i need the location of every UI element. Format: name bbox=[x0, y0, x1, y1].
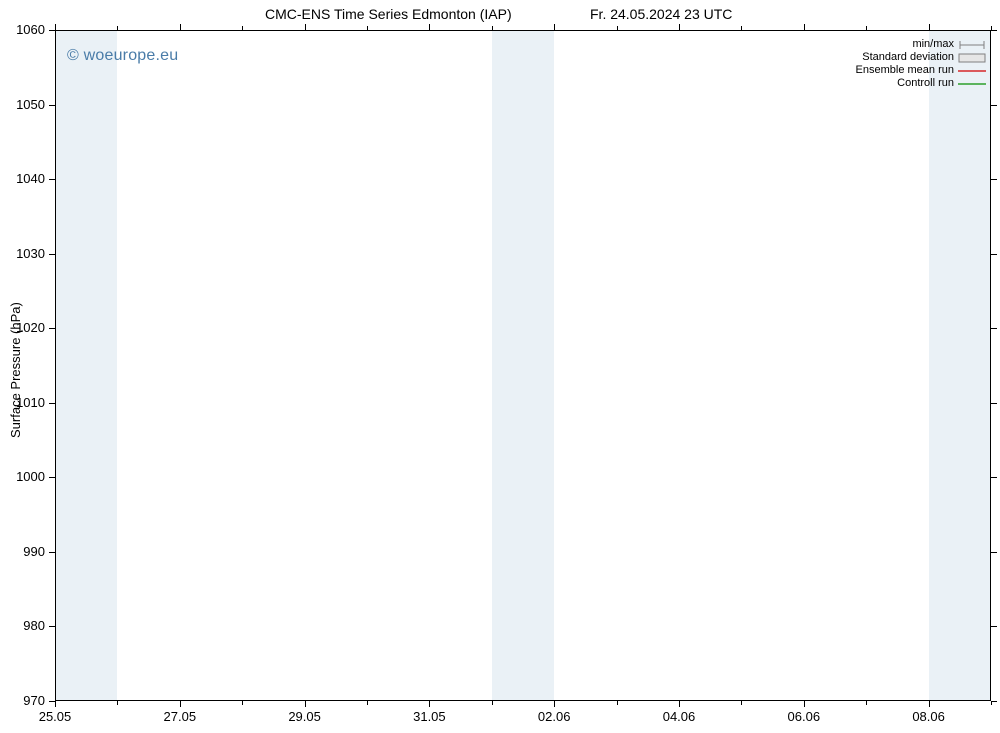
x-minor-tick bbox=[242, 26, 243, 30]
y-tick-label: 1020 bbox=[0, 320, 45, 335]
x-minor-tick bbox=[741, 701, 742, 705]
y-tick bbox=[991, 179, 997, 180]
y-tick bbox=[49, 254, 55, 255]
x-tick bbox=[180, 24, 181, 30]
x-minor-tick bbox=[117, 26, 118, 30]
plot-border-top bbox=[55, 30, 991, 31]
y-tick bbox=[49, 179, 55, 180]
x-tick-label: 25.05 bbox=[25, 709, 85, 724]
x-tick-label: 27.05 bbox=[150, 709, 210, 724]
y-tick bbox=[991, 477, 997, 478]
plot-border-left bbox=[55, 30, 56, 701]
x-minor-tick bbox=[242, 701, 243, 705]
y-tick bbox=[49, 552, 55, 553]
y-tick-label: 1010 bbox=[0, 395, 45, 410]
x-tick bbox=[55, 701, 56, 707]
x-minor-tick bbox=[866, 26, 867, 30]
legend-label: Standard deviation bbox=[862, 51, 954, 64]
shaded-band bbox=[929, 30, 991, 701]
x-tick bbox=[55, 24, 56, 30]
x-tick bbox=[180, 701, 181, 707]
y-tick-label: 990 bbox=[0, 544, 45, 559]
x-minor-tick bbox=[367, 26, 368, 30]
x-tick-label: 02.06 bbox=[524, 709, 584, 724]
legend-swatch bbox=[958, 53, 986, 63]
x-tick bbox=[929, 24, 930, 30]
shaded-band bbox=[55, 30, 117, 701]
y-tick bbox=[49, 403, 55, 404]
x-minor-tick bbox=[117, 701, 118, 705]
x-minor-tick bbox=[367, 701, 368, 705]
x-tick bbox=[804, 701, 805, 707]
y-tick-label: 1040 bbox=[0, 171, 45, 186]
y-tick-label: 1060 bbox=[0, 22, 45, 37]
y-tick bbox=[991, 403, 997, 404]
x-minor-tick bbox=[991, 26, 992, 30]
legend-item: min/max bbox=[856, 38, 986, 51]
y-tick bbox=[991, 626, 997, 627]
x-tick-label: 08.06 bbox=[899, 709, 959, 724]
x-minor-tick bbox=[492, 701, 493, 705]
y-tick bbox=[49, 477, 55, 478]
x-tick bbox=[429, 701, 430, 707]
x-minor-tick bbox=[866, 701, 867, 705]
x-tick-label: 31.05 bbox=[399, 709, 459, 724]
x-tick bbox=[679, 701, 680, 707]
x-minor-tick bbox=[617, 26, 618, 30]
y-tick bbox=[49, 105, 55, 106]
chart-title-right: Fr. 24.05.2024 23 UTC bbox=[590, 6, 732, 22]
x-minor-tick bbox=[617, 701, 618, 705]
y-tick bbox=[49, 328, 55, 329]
legend-label: Ensemble mean run bbox=[856, 64, 954, 77]
x-tick bbox=[679, 24, 680, 30]
x-tick bbox=[929, 701, 930, 707]
x-tick-label: 29.05 bbox=[275, 709, 335, 724]
y-tick-label: 980 bbox=[0, 618, 45, 633]
legend-label: min/max bbox=[912, 38, 954, 51]
x-tick bbox=[429, 24, 430, 30]
legend-swatch bbox=[958, 79, 986, 89]
x-tick-label: 04.06 bbox=[649, 709, 709, 724]
y-tick bbox=[991, 552, 997, 553]
x-tick bbox=[804, 24, 805, 30]
y-tick bbox=[991, 30, 997, 31]
legend-swatch bbox=[958, 66, 986, 76]
y-tick-label: 1050 bbox=[0, 97, 45, 112]
y-tick bbox=[49, 30, 55, 31]
x-tick-label: 06.06 bbox=[774, 709, 834, 724]
y-tick-label: 970 bbox=[0, 693, 45, 708]
y-tick bbox=[49, 626, 55, 627]
y-tick-label: 1030 bbox=[0, 246, 45, 261]
x-tick bbox=[305, 24, 306, 30]
plot-area bbox=[55, 30, 991, 701]
legend-item: Standard deviation bbox=[856, 51, 986, 64]
x-tick bbox=[554, 701, 555, 707]
x-minor-tick bbox=[741, 26, 742, 30]
y-tick bbox=[991, 105, 997, 106]
chart-title-left: CMC-ENS Time Series Edmonton (IAP) bbox=[265, 6, 512, 22]
x-tick bbox=[305, 701, 306, 707]
legend-item: Ensemble mean run bbox=[856, 64, 986, 77]
x-minor-tick bbox=[492, 26, 493, 30]
legend-swatch bbox=[958, 40, 986, 50]
plot-border-bottom bbox=[55, 700, 991, 701]
watermark: © woeurope.eu bbox=[67, 47, 178, 65]
y-tick bbox=[991, 328, 997, 329]
legend-item: Controll run bbox=[856, 77, 986, 90]
plot-border-right bbox=[990, 30, 991, 701]
x-tick bbox=[554, 24, 555, 30]
chart-container: CMC-ENS Time Series Edmonton (IAP) Fr. 2… bbox=[0, 0, 1000, 733]
legend-label: Controll run bbox=[897, 77, 954, 90]
y-tick-label: 1000 bbox=[0, 469, 45, 484]
y-tick bbox=[991, 254, 997, 255]
x-minor-tick bbox=[991, 701, 992, 705]
legend: min/maxStandard deviationEnsemble mean r… bbox=[856, 38, 986, 90]
shaded-band bbox=[492, 30, 554, 701]
